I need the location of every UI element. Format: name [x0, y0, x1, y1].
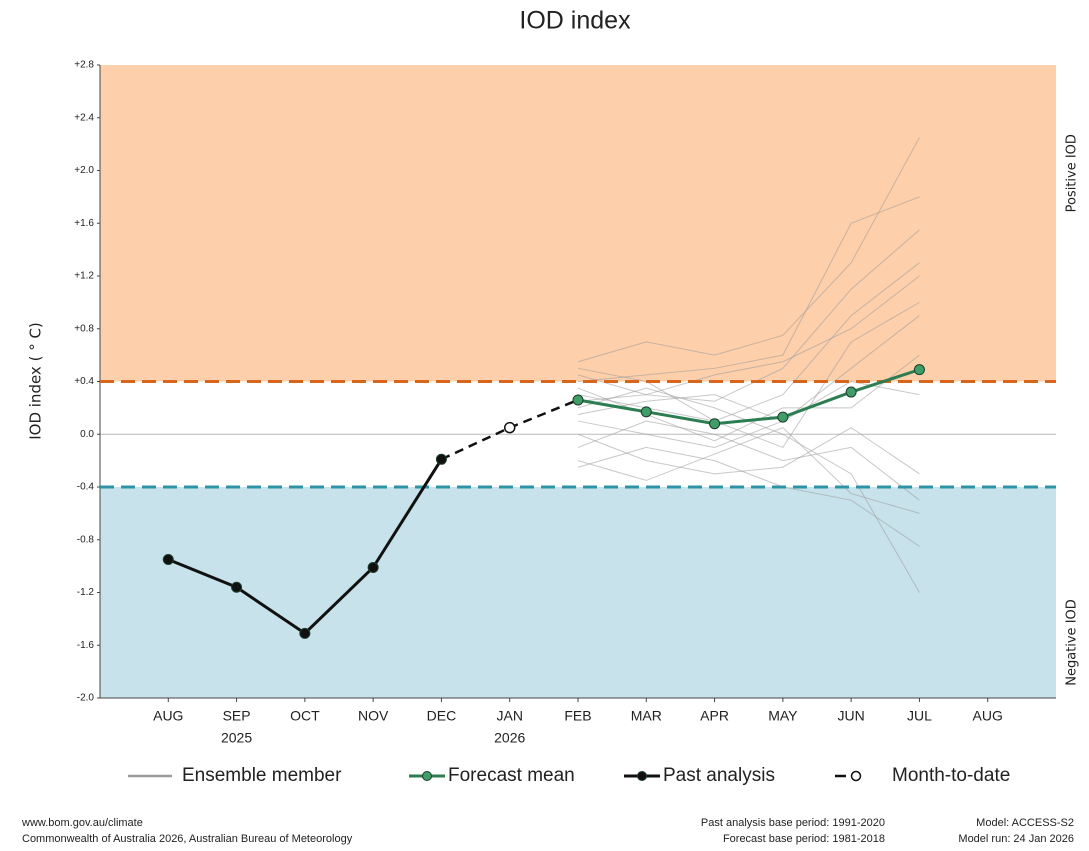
y-tick-label: +2.0 [74, 165, 94, 176]
plot-area [100, 65, 1056, 698]
data-point [845, 386, 857, 398]
threshold-region [100, 65, 1056, 382]
legend-label: Month-to-date [892, 765, 1010, 786]
data-point [709, 418, 721, 430]
y-tick-label: -2.0 [77, 693, 95, 704]
y-tick-label: +0.8 [74, 323, 94, 334]
x-tick-label: OCT [290, 708, 320, 724]
y-tick-label: -0.4 [77, 482, 95, 493]
y-axis-label: IOD index ( ° C) [27, 322, 45, 440]
y-tick-label: +1.2 [74, 271, 94, 282]
series-line [577, 368, 920, 426]
legend-marker [422, 771, 432, 781]
footer-text: Past analysis base period: 1991-2020 [701, 817, 885, 829]
data-point [572, 394, 584, 406]
x-tick-label: MAR [631, 708, 662, 724]
data-point [367, 561, 379, 573]
y-tick-label: -0.8 [77, 534, 95, 545]
x-tick-label: DEC [427, 708, 457, 724]
footer-text: www.bom.gov.au/climate [21, 817, 143, 829]
ensemble-line [577, 137, 920, 363]
data-point [435, 453, 447, 465]
chart-title: IOD index [519, 7, 631, 35]
data-point [503, 421, 516, 434]
x-tick-label: SEP [223, 708, 251, 724]
data-point [640, 406, 652, 418]
ensemble-line [577, 420, 920, 501]
x-tick-label: AUG [973, 708, 1003, 724]
data-point [231, 581, 243, 593]
x-tick-label: JUN [838, 708, 865, 724]
legend-label: Forecast mean [448, 765, 575, 786]
ensemble-line [577, 380, 920, 422]
footer-text: Model run: 24 Jan 2026 [958, 833, 1074, 845]
data-point [299, 627, 311, 639]
x-tick-label: JUL [907, 708, 932, 724]
region-label: Positive IOD [1065, 134, 1080, 212]
ensemble-line [577, 196, 920, 382]
y-tick-label: +1.6 [74, 218, 94, 229]
ensemble-line [577, 427, 920, 514]
region-label: Negative IOD [1065, 599, 1080, 686]
y-tick-label: +0.4 [74, 376, 94, 387]
footer-text: Commonwealth of Australia 2026, Australi… [22, 833, 353, 845]
ensemble [577, 137, 920, 593]
ensemble-line [577, 446, 920, 547]
y-tick-label: -1.2 [77, 587, 95, 598]
y-tick-label: -1.6 [77, 640, 95, 651]
legend-marker [637, 771, 647, 781]
footer-text: Model: ACCESS-S2 [976, 817, 1074, 829]
ensemble-line [577, 275, 920, 402]
data-point [913, 364, 925, 376]
y-tick-label: 0.0 [80, 429, 94, 440]
legend-label: Ensemble member [182, 765, 342, 786]
legend-label: Past analysis [663, 765, 775, 786]
legend: Ensemble member Forecast mean Past analysi… [128, 765, 1010, 786]
x-tick-label: NOV [358, 708, 389, 724]
x-tick-label: APR [700, 708, 729, 724]
ensemble-line [577, 229, 920, 402]
footer: www.bom.gov.au/climate Commonwealth of A… [21, 817, 1074, 845]
x-tick-label: MAY [768, 708, 798, 724]
x-tick-sublabel: 2025 [221, 730, 252, 746]
x-tick-label: FEB [564, 708, 591, 724]
x-tick-label: AUG [153, 708, 183, 724]
ensemble-line [577, 427, 920, 475]
y-tick-label: +2.8 [74, 60, 94, 71]
y-tick-label: +2.4 [74, 112, 94, 123]
footer-text: Forecast base period: 1981-2018 [723, 833, 885, 845]
x-tick-label: JAN [496, 708, 522, 724]
threshold-region [100, 487, 1056, 698]
data-point [777, 411, 789, 423]
ensemble-line [577, 301, 920, 449]
legend-marker [850, 770, 862, 782]
x-tick-sublabel: 2026 [494, 730, 525, 746]
data-point [162, 554, 174, 566]
